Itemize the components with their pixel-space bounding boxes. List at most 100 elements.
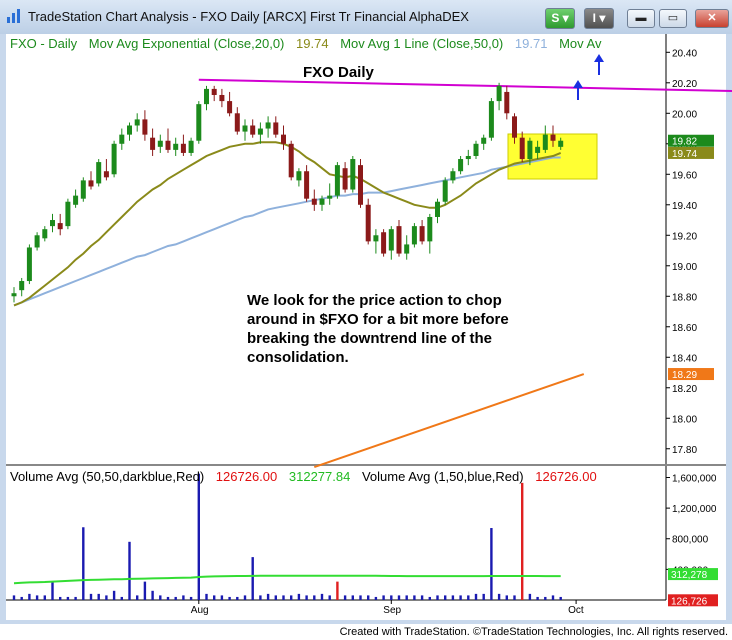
- last-price-badge: 19.82: [668, 134, 714, 148]
- volume-tick-label: 1,600,000: [672, 473, 717, 484]
- volume-bar: [43, 595, 46, 600]
- up-arrow-icon: [594, 54, 604, 75]
- volume-bar: [251, 557, 254, 600]
- candle-body: [435, 201, 440, 217]
- price-plot-area[interactable]: [6, 34, 666, 464]
- volume-bar: [220, 595, 224, 600]
- candle-body: [157, 140, 163, 147]
- badge-label: 18.29: [672, 370, 697, 381]
- candle-body: [111, 143, 117, 175]
- candle-body: [496, 85, 502, 102]
- last-price-badge: 19.74: [668, 146, 714, 160]
- candle-body: [180, 143, 186, 153]
- close-button[interactable]: ✕: [695, 9, 729, 28]
- s-dropdown-button[interactable]: S ▾: [545, 8, 575, 29]
- candle: [473, 140, 479, 160]
- candle: [265, 116, 271, 138]
- volume-bar: [282, 595, 285, 600]
- volume-bar: [382, 595, 385, 600]
- candle-body: [512, 116, 517, 138]
- candle: [119, 128, 125, 150]
- candle: [358, 159, 363, 208]
- candle: [204, 85, 209, 111]
- footer: Created with TradeStation. ©TradeStation…: [0, 624, 732, 640]
- volume-bar: [189, 596, 193, 600]
- candle-body: [427, 216, 433, 242]
- candle: [142, 110, 148, 141]
- volume-bar: [297, 593, 301, 600]
- volume-bar: [536, 596, 539, 600]
- candle: [150, 128, 156, 156]
- volume-plot-area[interactable]: [6, 466, 666, 600]
- volume-bar: [336, 581, 339, 600]
- price-tick-label: 19.60: [672, 170, 697, 181]
- candle: [296, 168, 302, 187]
- candle: [103, 159, 109, 181]
- volume-bar: [513, 595, 516, 600]
- i-dropdown-button[interactable]: I ▾: [584, 8, 614, 29]
- minimize-button[interactable]: ▬: [627, 9, 655, 28]
- candle: [65, 198, 71, 230]
- volume-bar: [143, 581, 147, 600]
- candle-body: [419, 226, 425, 242]
- candle: [388, 226, 394, 260]
- candle: [311, 189, 317, 211]
- title-bar[interactable]: TradeStation Chart Analysis - FXO Daily …: [0, 0, 732, 34]
- volume-bar: [259, 595, 262, 600]
- last-price-badge: 18.29: [668, 368, 714, 381]
- price-tick-label: 18.60: [672, 323, 697, 334]
- volume-bar: [505, 595, 508, 600]
- maximize-button[interactable]: ▭: [659, 9, 687, 28]
- candle: [381, 229, 387, 257]
- legend-ema-value: 19.74: [296, 36, 329, 51]
- candle-body: [196, 104, 202, 141]
- candle: [250, 119, 256, 138]
- candle-body: [65, 201, 71, 227]
- candle-body: [250, 125, 256, 135]
- candle-body: [542, 134, 548, 150]
- candle: [365, 198, 371, 245]
- candle: [373, 229, 379, 254]
- volume-bar: [397, 595, 401, 600]
- candle: [134, 113, 140, 132]
- candle: [173, 137, 179, 156]
- volume-legend-value-3: 126726.00: [535, 469, 596, 484]
- candle: [227, 91, 233, 117]
- candle-body: [311, 198, 317, 205]
- candle-body: [234, 113, 240, 132]
- candle: [88, 171, 94, 190]
- candle-body: [165, 140, 171, 150]
- volume-bar: [28, 593, 31, 600]
- candle: [350, 155, 356, 193]
- candle: [273, 116, 279, 138]
- candle-body: [365, 204, 371, 242]
- candle: [242, 119, 248, 141]
- candle-body: [119, 134, 125, 144]
- volume-bar: [313, 595, 316, 600]
- candle-body: [42, 229, 48, 239]
- orange-trend-line: [313, 373, 585, 468]
- legend-symbol: FXO - Daily: [10, 36, 78, 51]
- badge-bg: [668, 134, 714, 147]
- volume-bar: [228, 596, 231, 600]
- volume-bar: [436, 595, 439, 600]
- candle: [535, 140, 541, 160]
- tradestation-app-icon: [7, 9, 20, 23]
- volume-bar: [213, 595, 216, 600]
- volume-bar: [136, 595, 139, 600]
- candle-body: [319, 198, 325, 205]
- candle: [550, 125, 556, 147]
- candle-body: [103, 171, 109, 178]
- volume-bar: [474, 593, 478, 600]
- chart-canvas[interactable]: 20.4020.2020.0019.8019.6019.4019.2019.00…: [0, 0, 732, 624]
- volume-bar: [205, 593, 208, 600]
- candle-body: [334, 165, 340, 196]
- candle: [404, 235, 410, 260]
- up-arrow-icon: [573, 80, 583, 100]
- volume-bar: [405, 595, 408, 600]
- volume-legend-label: Volume Avg (50,50,darkblue,Red): [10, 469, 204, 484]
- time-tick-label: Oct: [568, 605, 584, 616]
- candle-body: [34, 235, 40, 248]
- volume-legend-value-1: 126726.00: [216, 469, 277, 484]
- price-tick-label: 18.20: [672, 384, 697, 395]
